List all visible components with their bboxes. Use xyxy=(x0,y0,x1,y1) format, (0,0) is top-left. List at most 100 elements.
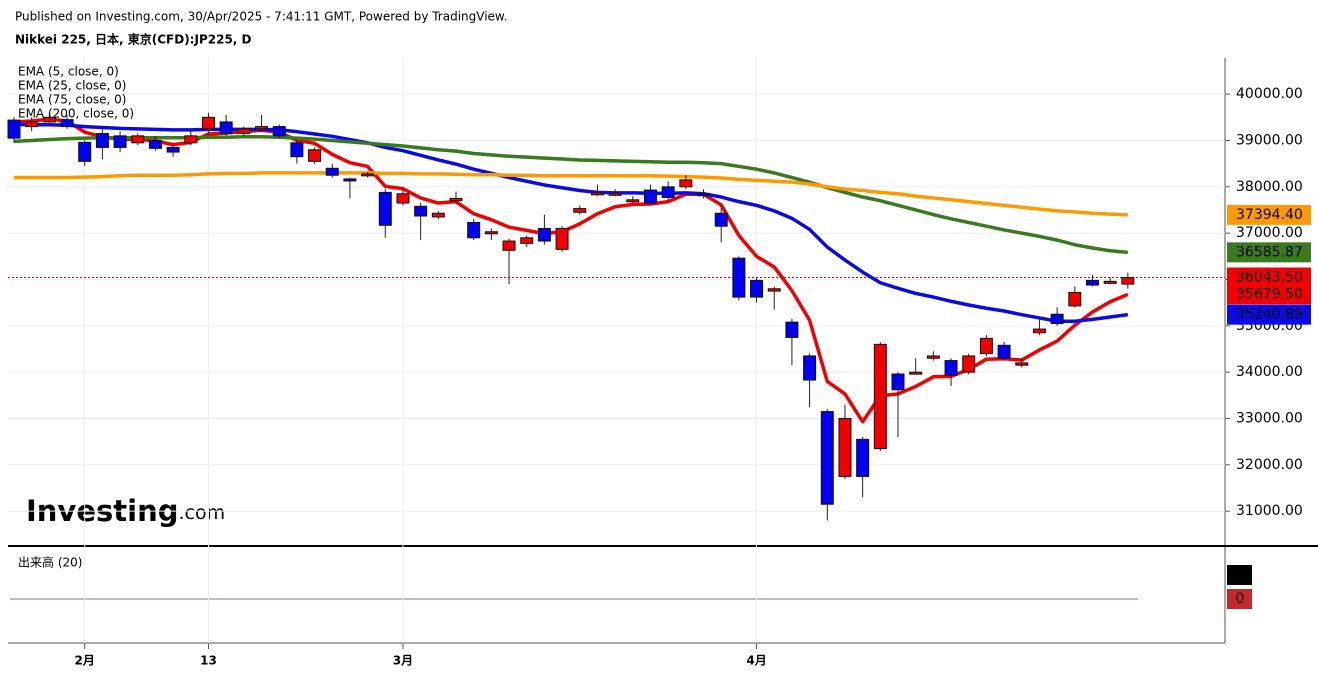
candle-body xyxy=(944,360,958,376)
ema-line xyxy=(13,135,1128,255)
last-value-box xyxy=(1227,284,1311,305)
candle-body xyxy=(148,139,162,149)
y-tick-label: 33000.00 xyxy=(1236,411,1303,427)
candle-body xyxy=(962,355,976,373)
volume-value-label: 0 xyxy=(1236,567,1245,583)
last-value-box xyxy=(1227,304,1311,325)
candle-body xyxy=(626,199,640,203)
candle-body xyxy=(308,149,322,162)
candle-body xyxy=(785,321,799,338)
y-tick-label: 34000.00 xyxy=(1236,364,1303,380)
candle-body xyxy=(537,228,551,242)
last-value-box xyxy=(1227,242,1311,263)
last-value-label: 36585.87 xyxy=(1236,244,1303,260)
volume-value-box xyxy=(1227,589,1252,609)
x-tick-label: 3月 xyxy=(393,654,413,668)
candle-body xyxy=(361,173,375,177)
candle-body xyxy=(520,237,534,244)
candle-body xyxy=(237,128,251,135)
last-price-label: 36043.50 xyxy=(1236,269,1303,285)
candle-body xyxy=(131,135,145,144)
candle-body xyxy=(343,178,357,182)
candle-body xyxy=(42,116,56,123)
ema-line xyxy=(13,122,1129,323)
candle-body xyxy=(661,186,675,198)
candle-body xyxy=(697,193,711,197)
candle-body xyxy=(7,119,21,139)
y-tick-label: 39000.00 xyxy=(1236,132,1303,148)
candle-body xyxy=(573,208,587,213)
candle-body xyxy=(820,411,834,505)
candle-body xyxy=(201,116,215,130)
candles xyxy=(7,112,1135,521)
legend-entry: EMA (75, close, 0) xyxy=(18,93,126,107)
candle-body xyxy=(643,189,657,204)
candle-body xyxy=(166,146,180,153)
candle-body xyxy=(184,135,198,144)
volume-title: 出来高 (20) xyxy=(18,555,82,570)
candle-body xyxy=(396,193,410,204)
ema-lines xyxy=(13,117,1129,424)
candle-body xyxy=(926,355,940,359)
y-tick-label: 37000.00 xyxy=(1236,225,1303,241)
candle-body xyxy=(838,418,852,477)
candle-body xyxy=(997,344,1011,359)
last-price-box xyxy=(1227,267,1311,288)
candle-body xyxy=(1121,276,1135,285)
y-tick-label: 31000.00 xyxy=(1236,503,1303,519)
candle-body xyxy=(590,192,604,196)
candle-body xyxy=(909,371,923,375)
candle-body xyxy=(290,142,304,158)
axis-labels: 31000.0032000.0033000.0034000.0035000.00… xyxy=(18,65,1311,668)
y-tick-label: 38000.00 xyxy=(1236,179,1303,195)
candle-body xyxy=(750,279,764,298)
candle-body xyxy=(1015,362,1029,366)
legend-entry: EMA (5, close, 0) xyxy=(18,65,119,79)
candle-body xyxy=(1032,328,1046,334)
ema-line xyxy=(14,171,1128,217)
candle-body xyxy=(60,119,74,128)
candle-body xyxy=(25,121,39,128)
candle-body xyxy=(803,355,817,381)
candle-body xyxy=(873,343,887,450)
candle-body xyxy=(502,240,516,251)
candle-body xyxy=(467,221,481,239)
candle-body xyxy=(1085,279,1099,286)
candle-body xyxy=(414,205,428,217)
candle-body xyxy=(608,192,622,196)
candle-body xyxy=(449,197,463,202)
last-value-label: 37394.40 xyxy=(1236,207,1303,223)
candle-body xyxy=(219,121,233,135)
candle-body xyxy=(979,337,993,355)
candle-body xyxy=(255,126,269,130)
candle-body xyxy=(679,179,693,188)
volume-value-box xyxy=(1227,565,1252,585)
y-tick-label: 32000.00 xyxy=(1236,457,1303,473)
candle-body xyxy=(431,212,445,218)
x-tick-label: 4月 xyxy=(746,654,766,668)
volume-value-label: 0 xyxy=(1236,591,1245,607)
y-tick-label: 40000.00 xyxy=(1236,86,1303,102)
watermark-com: .com xyxy=(178,502,225,524)
candle-body xyxy=(767,288,781,292)
candle-body xyxy=(325,167,339,176)
legend-entry: EMA (200, close, 0) xyxy=(18,107,134,121)
legend-entry: EMA (25, close, 0) xyxy=(18,79,126,93)
x-tick-label: 13 xyxy=(200,654,217,668)
candle-body xyxy=(1068,291,1082,307)
candle-body xyxy=(555,228,569,250)
candle-body xyxy=(891,373,905,391)
published-note: Published on Investing.com, 30/Apr/2025 … xyxy=(15,10,507,24)
candle-body xyxy=(484,231,498,235)
candle-body xyxy=(378,191,392,226)
candle-body xyxy=(714,212,728,227)
candle-body xyxy=(856,438,870,477)
symbol-title: Nikkei 225, 日本, 東京(CFD):JP225, D xyxy=(15,32,252,47)
last-value-label: 35679.50 xyxy=(1236,286,1303,302)
candle-body xyxy=(732,257,746,298)
last-value-label: 35240.89 xyxy=(1236,307,1303,323)
candle-body xyxy=(95,133,109,148)
candle-body xyxy=(78,141,92,162)
